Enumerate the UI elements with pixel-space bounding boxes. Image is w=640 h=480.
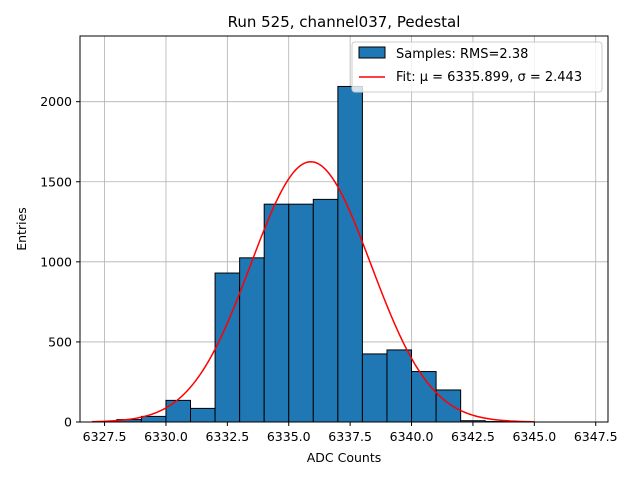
legend-box bbox=[351, 41, 603, 93]
fit-curve bbox=[92, 160, 535, 423]
histogram-bar bbox=[190, 407, 216, 423]
y-tick-label: 1500 bbox=[40, 174, 72, 189]
x-tick-label: 6330.0 bbox=[144, 429, 188, 444]
x-tick-label: 6327.5 bbox=[83, 429, 127, 444]
legend: Samples: RMS=2.38 Fit: μ = 6335.899, σ =… bbox=[351, 41, 603, 93]
x-axis-title: ADC Counts bbox=[307, 450, 382, 465]
histogram-bar bbox=[386, 349, 413, 423]
y-axis-ticks: 0 500 1000 1500 2000 bbox=[40, 94, 80, 430]
histogram-bar bbox=[263, 203, 290, 423]
histogram-bar bbox=[288, 203, 314, 423]
x-tick-label: 6332.5 bbox=[205, 429, 249, 444]
histogram-bar bbox=[165, 399, 192, 423]
chart-title: Run 525, channel037, Pedestal bbox=[228, 13, 461, 31]
x-tick-label: 6337.5 bbox=[328, 429, 372, 444]
plot-frame bbox=[79, 35, 609, 423]
x-axis-ticks: 6327.5 6330.0 6332.5 6335.0 6337.5 6340.0 6342… bbox=[83, 422, 618, 444]
histogram-bar bbox=[337, 85, 363, 423]
x-tick-label: 6335.0 bbox=[267, 429, 311, 444]
legend-swatch-samples bbox=[358, 46, 386, 59]
x-tick-label: 6342.5 bbox=[451, 429, 495, 444]
x-tick-label: 6347.5 bbox=[574, 429, 618, 444]
histogram-bar bbox=[411, 371, 437, 423]
histogram-bar bbox=[140, 415, 167, 423]
histogram-bar bbox=[361, 353, 388, 423]
histogram-bar bbox=[312, 198, 339, 423]
x-tick-label: 6345.0 bbox=[512, 429, 556, 444]
histogram-bars bbox=[91, 85, 535, 423]
legend-label-fit: Fit: μ = 6335.899, σ = 2.443 bbox=[396, 70, 582, 85]
histogram-bar bbox=[435, 389, 462, 423]
y-tick-label: 500 bbox=[48, 334, 72, 349]
y-tick-label: 0 bbox=[64, 415, 72, 430]
legend-label-samples: Samples: RMS=2.38 bbox=[396, 47, 528, 62]
y-tick-label: 1000 bbox=[40, 254, 72, 269]
y-axis-title: Entries bbox=[14, 207, 29, 251]
histogram-bar bbox=[214, 272, 241, 423]
x-tick-label: 6340.0 bbox=[390, 429, 434, 444]
y-tick-label: 2000 bbox=[40, 94, 72, 109]
